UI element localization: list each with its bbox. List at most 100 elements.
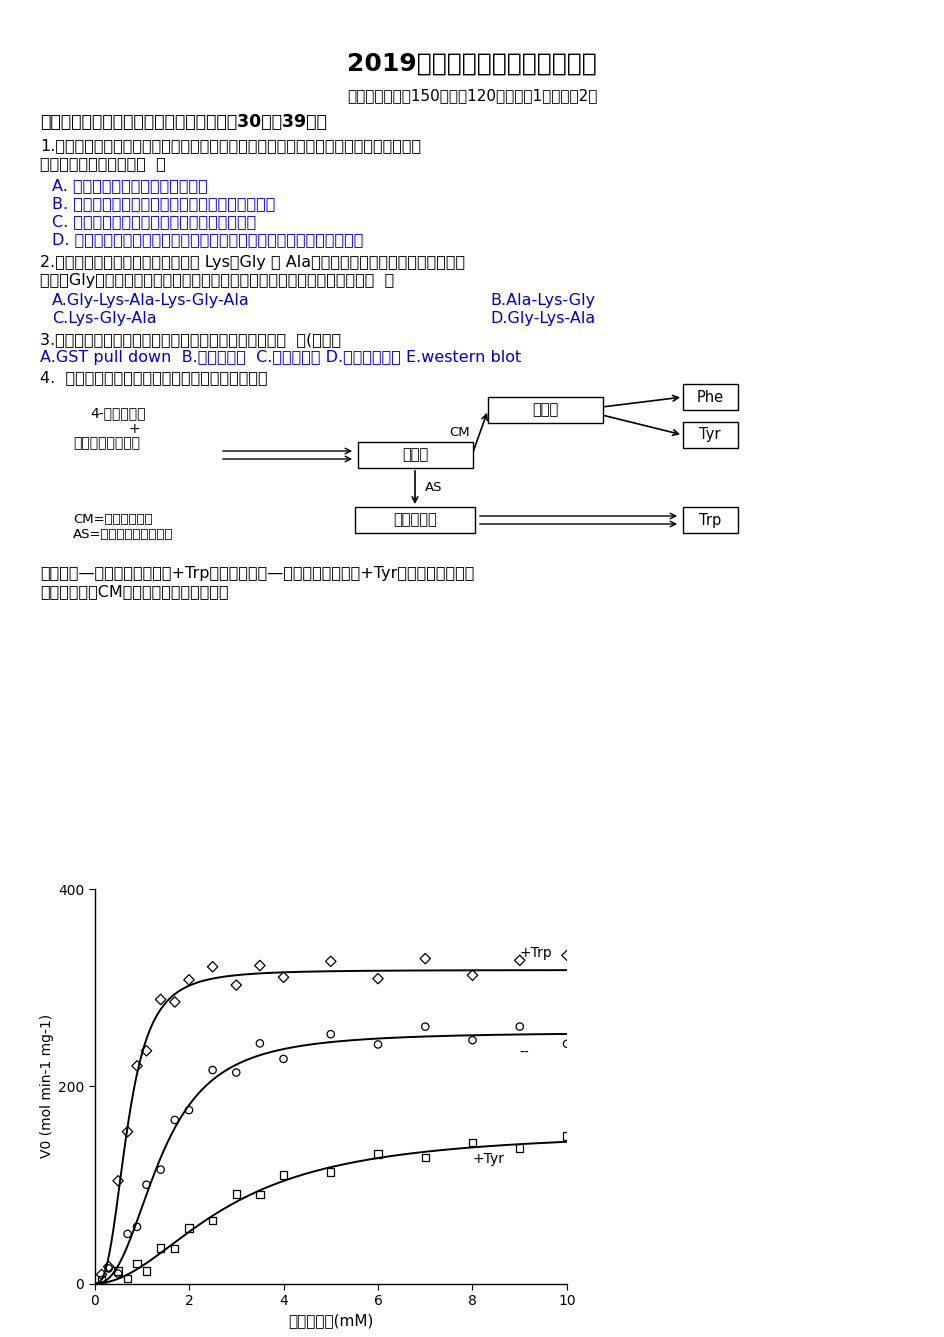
Point [129, 1055, 144, 1076]
Text: D.Gly-Lys-Ala: D.Gly-Lys-Ala [490, 312, 595, 326]
Point [153, 1237, 168, 1258]
Point [129, 1217, 144, 1238]
Point [94, 1263, 110, 1285]
Text: Phe: Phe [696, 389, 723, 405]
Point [370, 1143, 385, 1165]
Point [417, 1147, 432, 1169]
Point [181, 1217, 196, 1238]
Text: 则有关其说法正确的是（  ）: 则有关其说法正确的是（ ） [40, 156, 165, 171]
Point [120, 1120, 135, 1142]
Point [512, 1016, 527, 1038]
Text: --: -- [519, 1046, 529, 1060]
Text: 分支酸: 分支酸 [401, 448, 428, 463]
Point [139, 1261, 154, 1282]
Text: Trp: Trp [699, 512, 720, 528]
Point [417, 948, 432, 969]
Point [120, 1223, 135, 1245]
Point [101, 1255, 116, 1277]
Point [120, 1267, 135, 1289]
Text: C. 低温使蛋白质结构僵化，活性部位失去柔性: C. 低温使蛋白质结构僵化，活性部位失去柔性 [52, 214, 256, 229]
Point [205, 1210, 220, 1231]
Text: 2019年清北学堂联赛模拟试题一: 2019年清北学堂联赛模拟试题一 [346, 52, 597, 76]
Point [252, 1183, 267, 1205]
Point [228, 1062, 244, 1083]
Bar [682, 507, 736, 533]
Point [181, 969, 196, 991]
Text: C.Lys-Gly-Ala: C.Lys-Gly-Ala [52, 312, 157, 326]
Point [323, 1024, 338, 1046]
Text: 注意：本试卷共150分，共120题，单选1分，多选2分: 注意：本试卷共150分，共120题，单选1分，多选2分 [346, 88, 597, 103]
Text: +: + [127, 422, 140, 436]
Point [228, 1183, 244, 1205]
Text: 预苯酸: 预苯酸 [531, 402, 558, 417]
Point [110, 1263, 126, 1285]
Text: AS: AS [425, 481, 442, 493]
Point [417, 1016, 432, 1038]
Text: B.Ala-Lys-Gly: B.Ala-Lys-Gly [490, 293, 595, 308]
Text: AS=邻氨基苯甲酸合成酶: AS=邻氨基苯甲酸合成酶 [73, 528, 174, 541]
Point [110, 1170, 126, 1191]
Text: Tyr: Tyr [699, 428, 720, 443]
Point [228, 975, 244, 996]
Point [323, 951, 338, 972]
Text: 3.下列哪些是鉴别蛋白质与蛋白质之间相互作用的技术（  ）(多选）: 3.下列哪些是鉴别蛋白质与蛋白质之间相互作用的技术（ ）(多选） [40, 332, 341, 348]
Text: 不存在（—）或存在色氨酸（+Trp）、不存在（—）或存在酪氨酸（+Tyr）的情况下，对分: 不存在（—）或存在色氨酸（+Trp）、不存在（—）或存在酪氨酸（+Tyr）的情况… [40, 566, 474, 582]
Point [167, 1110, 182, 1131]
Point [153, 989, 168, 1011]
Point [464, 964, 480, 985]
Text: D. 低温使维持其空间结构的作用力减弱，导致其结构易发生改变而失活: D. 低温使维持其空间结构的作用力减弱，导致其结构易发生改变而失活 [52, 233, 363, 247]
Point [94, 1277, 110, 1298]
Point [512, 949, 527, 971]
Text: 4.  这里显示了酵母合成芳族氨基酸的分支酸途径。: 4. 这里显示了酵母合成芳族氨基酸的分支酸途径。 [40, 370, 267, 385]
Point [181, 1099, 196, 1120]
Bar [682, 422, 736, 448]
Point [464, 1131, 480, 1152]
Point [512, 1138, 527, 1159]
Text: 支酸变位酶（CM）的反应速率进行评估。: 支酸变位酶（CM）的反应速率进行评估。 [40, 584, 228, 599]
Point [252, 1032, 267, 1054]
Text: A. 低温使蛋白质溶解度降低而沉淀: A. 低温使蛋白质溶解度降低而沉淀 [52, 178, 208, 193]
Text: A.GST pull down  B.酵母双杂交  C.免疫共沉淀 D.凝胶阻滞分析 E.western blot: A.GST pull down B.酵母双杂交 C.免疫共沉淀 D.凝胶阻滞分析… [40, 350, 521, 365]
Text: B. 温度低时分子间碰撞机率较小，故反应速率下降: B. 温度低时分子间碰撞机率较小，故反应速率下降 [52, 197, 275, 211]
Point [276, 967, 291, 988]
Point [139, 1040, 154, 1062]
Point [559, 1034, 574, 1055]
Point [559, 945, 574, 967]
Text: +Tyr: +Tyr [472, 1151, 504, 1166]
Point [101, 1277, 116, 1298]
X-axis label: 分支酸浓度(mM): 分支酸浓度(mM) [288, 1313, 373, 1329]
Y-axis label: V0 (mol min-1 mg-1): V0 (mol min-1 mg-1) [40, 1015, 54, 1158]
Text: A.Gly-Lys-Ala-Lys-Gly-Ala: A.Gly-Lys-Ala-Lys-Gly-Ala [52, 293, 249, 308]
Point [167, 991, 182, 1012]
Point [167, 1238, 182, 1259]
Text: 4-磷酸赤藓糖: 4-磷酸赤藓糖 [90, 406, 145, 420]
Point [139, 1174, 154, 1195]
Point [276, 1048, 291, 1070]
Bar [682, 384, 736, 410]
Text: 2.有一多肽经酸水解后产生等摩尔的 Lys，Gly 和 Ala。如用蛋白质酶水解该多肽，仅发现: 2.有一多肽经酸水解后产生等摩尔的 Lys，Gly 和 Ala。如用蛋白质酶水解… [40, 255, 464, 270]
Point [153, 1159, 168, 1181]
Point [276, 1165, 291, 1186]
Point [205, 956, 220, 977]
Text: 游离的Gly和一种二肽。则下列多肽的一级结构中，哪一个符合该肽的结构（  ）: 游离的Gly和一种二肽。则下列多肽的一级结构中，哪一个符合该肽的结构（ ） [40, 273, 394, 287]
Point [370, 1034, 385, 1055]
Point [559, 1126, 574, 1147]
Bar [355, 507, 475, 533]
Point [370, 968, 385, 989]
Bar [357, 443, 472, 468]
Text: CM: CM [449, 427, 469, 439]
Text: 一．生化、细胞、分子、微生物及信息学（30题，39分）: 一．生化、细胞、分子、微生物及信息学（30题，39分） [40, 114, 327, 131]
Point [94, 1269, 110, 1290]
Bar [487, 397, 602, 422]
Point [101, 1258, 116, 1280]
Point [464, 1029, 480, 1051]
Text: 氨基苯甲酸: 氨基苯甲酸 [393, 512, 436, 528]
Text: 1.已发现许多酶蛋白在室温下稳定，但在较低温度下却不稳定，从而导致所谓的冷变性，: 1.已发现许多酶蛋白在室温下稳定，但在较低温度下却不稳定，从而导致所谓的冷变性， [40, 138, 421, 152]
Point [205, 1059, 220, 1080]
Point [252, 955, 267, 976]
Point [129, 1253, 144, 1274]
Text: 磷酸烯醇式丙酮酸: 磷酸烯醇式丙酮酸 [73, 436, 140, 451]
Text: CM=分支酸变位酶: CM=分支酸变位酶 [73, 513, 153, 525]
Text: +Trp: +Trp [519, 947, 552, 960]
Point [110, 1261, 126, 1282]
